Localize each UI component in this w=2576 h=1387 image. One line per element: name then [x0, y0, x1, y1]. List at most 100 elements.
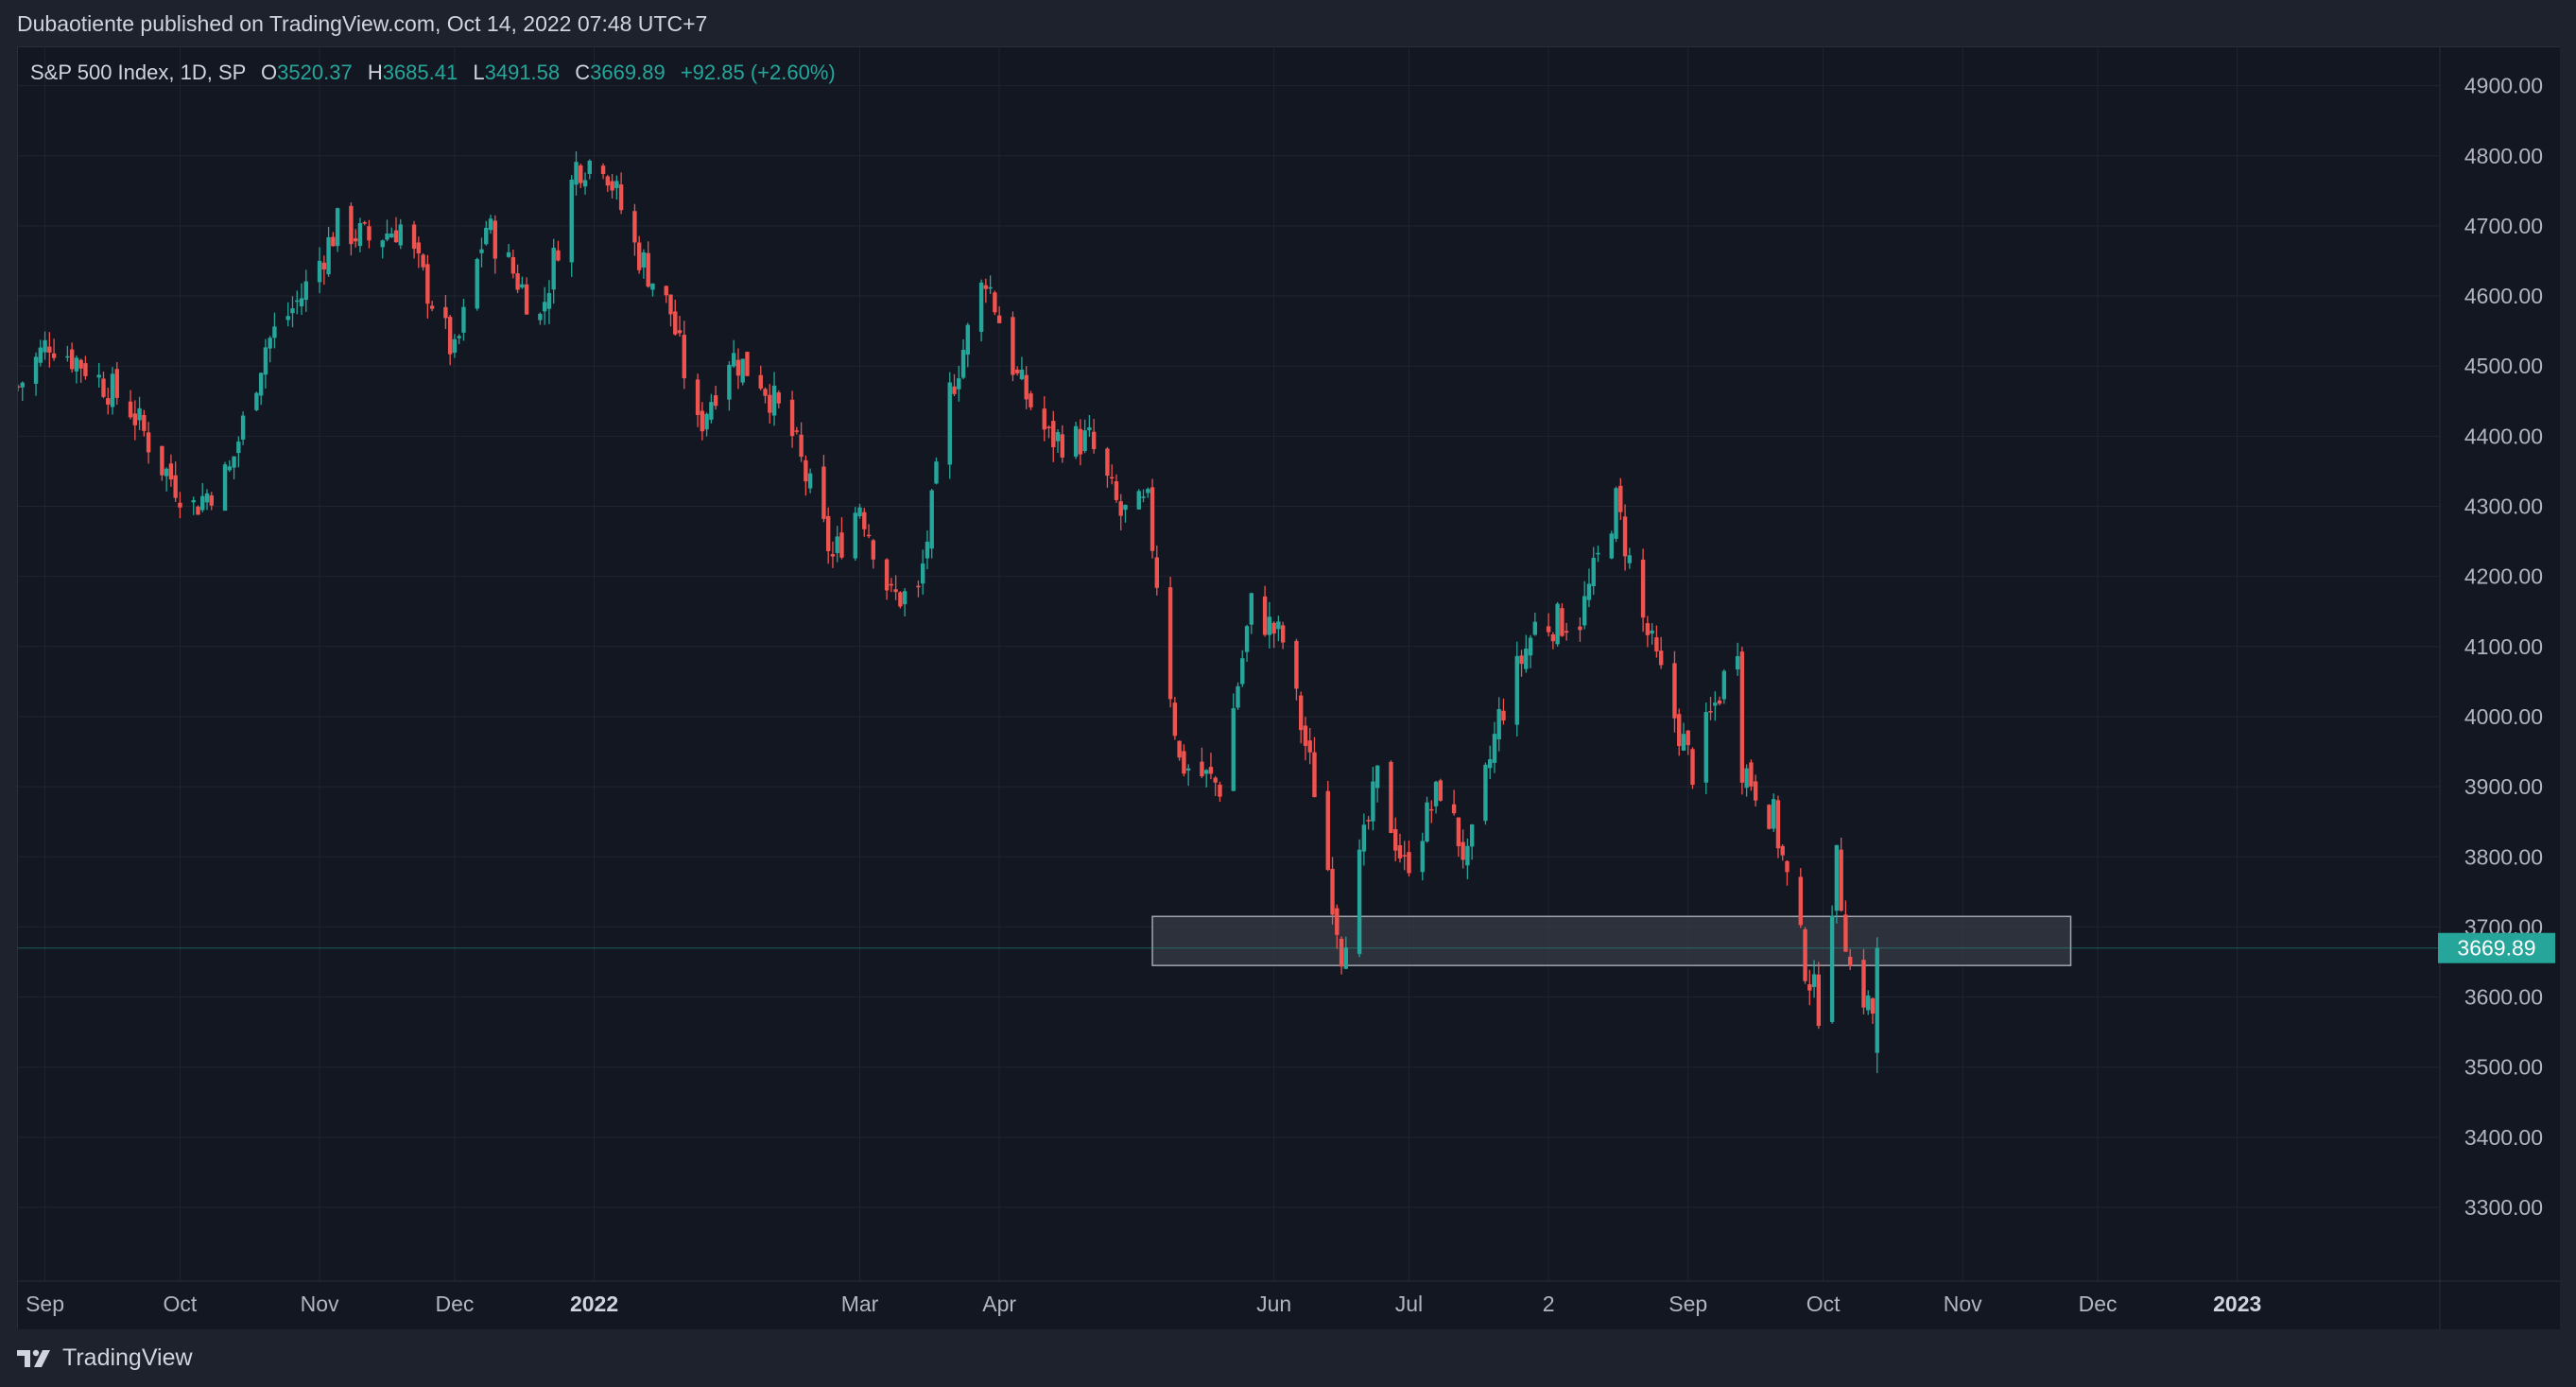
- last-price-tag: [2438, 932, 2555, 963]
- candle-body: [421, 254, 425, 268]
- candle-body: [993, 292, 997, 313]
- candle-body: [1708, 711, 1713, 713]
- candle-body: [1114, 481, 1119, 500]
- candle-body: [1690, 749, 1695, 786]
- candle-body: [447, 317, 453, 355]
- x-tick-label: 2023: [2213, 1292, 2261, 1316]
- candle-body: [983, 285, 989, 289]
- candle-body: [393, 230, 399, 243]
- candle-body: [650, 283, 655, 290]
- candle-body: [1433, 781, 1439, 806]
- candle-body: [776, 392, 781, 404]
- candle-body: [367, 226, 372, 241]
- candle-body: [38, 347, 43, 363]
- candle-body: [1713, 702, 1718, 706]
- close-label: C: [575, 61, 591, 84]
- candle-body: [960, 350, 966, 378]
- candle-body: [1118, 501, 1123, 516]
- candle-body: [1402, 855, 1407, 857]
- candle-body: [475, 259, 479, 309]
- candle-body: [1514, 655, 1519, 725]
- candle-body: [957, 378, 961, 390]
- candle-body: [173, 475, 178, 498]
- symbol-legend: S&P 500 Index, 1D, SP O3520.37 H3685.41 …: [30, 61, 836, 85]
- change-value: +92.85 (+2.60%): [680, 61, 836, 84]
- candle-body: [240, 415, 246, 440]
- candle-body: [871, 540, 875, 560]
- candle-body: [1014, 369, 1020, 373]
- candle-body: [160, 445, 164, 476]
- candle-body: [1483, 764, 1488, 822]
- candle-body: [1146, 489, 1150, 494]
- candle-body: [735, 359, 741, 376]
- candle-body: [898, 592, 903, 607]
- candle-body: [1141, 496, 1146, 498]
- y-tick-label: 4400.00: [2464, 424, 2543, 448]
- candle-body: [1672, 663, 1677, 719]
- candle-body: [1218, 784, 1222, 797]
- candle-body: [821, 466, 826, 519]
- y-tick-label: 3500.00: [2464, 1055, 2543, 1080]
- candle-body: [385, 234, 389, 240]
- candle-body: [416, 242, 422, 254]
- candle-body: [804, 459, 808, 482]
- candle-body: [1330, 868, 1335, 915]
- candle-body: [1780, 845, 1785, 856]
- candle-body: [232, 456, 236, 468]
- candle-body: [1185, 768, 1191, 771]
- candle-body: [200, 495, 205, 511]
- candle-body: [794, 430, 800, 432]
- candle-body: [349, 205, 354, 245]
- y-tick-label: 3600.00: [2464, 985, 2543, 1010]
- candle-body: [1374, 765, 1380, 789]
- tradingview-logo[interactable]: TradingView: [17, 1344, 193, 1372]
- candle-body: [916, 585, 921, 588]
- candle-body: [1271, 622, 1276, 634]
- candlestick-chart[interactable]: 4900.00 4800.00 4700.00 4600.00 4500.00 4400.…: [18, 47, 2560, 1329]
- candle-body: [857, 507, 862, 517]
- candle-body: [1555, 603, 1560, 645]
- candle-body: [1875, 947, 1879, 1053]
- candle-body: [146, 432, 151, 453]
- candle-body: [1807, 984, 1812, 991]
- candle-body: [1091, 431, 1097, 450]
- tradingview-brand: TradingView: [62, 1344, 193, 1371]
- candle-body: [1240, 658, 1245, 685]
- y-tick-label: 4800.00: [2464, 144, 2543, 168]
- x-tick-label: Oct: [1807, 1292, 1841, 1316]
- candle-body: [1744, 768, 1749, 789]
- candle-body: [1650, 630, 1654, 634]
- x-tick-label: Mar: [841, 1292, 879, 1316]
- candle-body: [839, 532, 844, 558]
- candle-body: [825, 515, 831, 552]
- candle-body: [1294, 640, 1299, 689]
- candle-body: [893, 589, 898, 593]
- candle-body: [1042, 408, 1046, 430]
- candle-body: [1420, 841, 1425, 873]
- high-value: 3685.41: [382, 61, 458, 84]
- candle-body: [78, 359, 83, 369]
- candle-body: [258, 373, 264, 396]
- x-tick-label: Dec: [2079, 1292, 2118, 1316]
- low-value: 3491.58: [484, 61, 561, 84]
- candle-body: [682, 335, 686, 379]
- candle-body: [1150, 487, 1155, 551]
- candle-body: [1717, 700, 1722, 704]
- candle-body: [574, 162, 579, 185]
- candle-body: [600, 165, 606, 175]
- candle-body: [484, 227, 489, 245]
- candle-body: [51, 353, 57, 358]
- candle-body: [1627, 555, 1633, 563]
- candle-body: [299, 298, 304, 306]
- candle-body: [380, 240, 385, 248]
- candle-body: [1011, 317, 1015, 375]
- candle-body: [321, 262, 327, 269]
- y-tick-label: 4300.00: [2464, 494, 2543, 519]
- candle-body: [1640, 559, 1646, 618]
- support-zone-rect: [1151, 915, 2072, 966]
- chart-panel[interactable]: 4900.00 4800.00 4700.00 4600.00 4500.00 4400.…: [17, 46, 2560, 1329]
- candle-body: [479, 249, 484, 253]
- candle-body: [1658, 650, 1664, 666]
- candle-body: [965, 324, 970, 355]
- candle-body: [1532, 621, 1538, 635]
